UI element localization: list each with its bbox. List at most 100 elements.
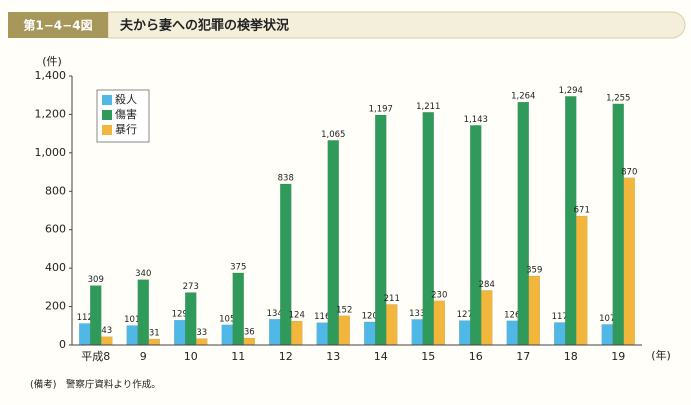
legend-label: 暴行 <box>115 123 137 136</box>
bar <box>386 304 398 346</box>
bar <box>554 322 566 346</box>
y-tick-label: 1,000 <box>35 146 67 159</box>
figure-label-box <box>8 12 108 38</box>
bar <box>185 292 197 346</box>
bar <box>576 215 588 346</box>
bar <box>137 279 149 346</box>
value-label: 36 <box>244 328 255 338</box>
bar <box>221 324 233 346</box>
x-unit: (年) <box>651 348 671 362</box>
legend-swatch <box>102 95 112 105</box>
value-label: 101 <box>124 315 140 325</box>
value-label: 340 <box>135 269 151 279</box>
y-tick-label: 1,400 <box>35 69 67 82</box>
y-tick-label: 400 <box>45 261 66 274</box>
x-tick-label: 11 <box>231 350 245 363</box>
y-tick-label: 600 <box>45 223 66 236</box>
bar <box>79 323 91 346</box>
bar <box>459 320 471 346</box>
bar <box>174 319 186 346</box>
chart-title: 夫から妻への犯罪の検挙状況 <box>120 18 289 34</box>
value-label: 870 <box>621 167 637 177</box>
value-label: 1,065 <box>321 130 345 140</box>
bar <box>364 321 376 346</box>
value-label: 120 <box>362 311 378 321</box>
bar <box>422 112 434 346</box>
value-label: 112 <box>77 313 93 323</box>
bar <box>481 290 493 346</box>
x-tick-label: 14 <box>374 350 388 363</box>
x-tick-label: 9 <box>140 350 147 363</box>
value-label: 31 <box>149 329 160 339</box>
value-label: 124 <box>289 311 305 321</box>
value-label: 671 <box>574 206 590 216</box>
bar <box>196 338 208 346</box>
bar <box>291 320 303 346</box>
value-label: 127 <box>457 310 473 320</box>
value-label: 1,143 <box>464 115 488 125</box>
bar <box>517 101 529 346</box>
bar <box>338 315 350 346</box>
bar <box>148 338 160 346</box>
value-label: 117 <box>552 312 568 322</box>
x-tick-label: 19 <box>611 350 625 363</box>
value-label: 116 <box>314 312 330 322</box>
bar <box>126 325 138 346</box>
value-label: 152 <box>336 305 352 315</box>
x-tick-label: 17 <box>516 350 530 363</box>
value-label: 1,255 <box>606 93 630 103</box>
value-label: 107 <box>599 314 615 324</box>
bar <box>565 96 577 346</box>
value-label: 126 <box>504 310 520 320</box>
y-tick-label: 0 <box>59 338 66 351</box>
bar <box>506 320 518 346</box>
bar <box>90 285 102 346</box>
bar <box>470 125 482 346</box>
legend-swatch <box>102 125 112 135</box>
legend-swatch <box>102 110 112 120</box>
value-label: 230 <box>431 290 447 300</box>
value-label: 309 <box>88 275 104 285</box>
value-label: 1,264 <box>511 92 535 102</box>
title-bar <box>107 11 686 39</box>
legend-label: 殺人 <box>115 92 137 106</box>
value-label: 134 <box>267 309 283 319</box>
y-tick-label: 200 <box>45 300 66 313</box>
y-tick-label: 1,200 <box>35 107 67 120</box>
value-label: 1,211 <box>416 102 440 112</box>
value-label: 211 <box>384 294 400 304</box>
bar <box>433 300 445 346</box>
y-unit: (件) <box>42 55 62 68</box>
bar <box>528 275 540 346</box>
x-tick-label: 15 <box>421 350 435 363</box>
value-label: 375 <box>230 262 246 272</box>
x-tick-label: 12 <box>279 350 293 363</box>
value-label: 1,294 <box>559 86 583 96</box>
value-label: 273 <box>183 282 199 292</box>
value-label: 105 <box>219 314 235 324</box>
bar <box>101 336 113 346</box>
note: (備考) 警察庁資料より作成。 <box>30 379 161 391</box>
bar <box>243 337 255 346</box>
value-label: 838 <box>278 173 294 183</box>
value-label: 129 <box>172 310 188 320</box>
bar <box>411 319 423 346</box>
x-tick-label: 平成8 <box>81 350 110 363</box>
figure-label: 第1−4−4図 <box>23 18 92 33</box>
value-label: 133 <box>409 309 425 319</box>
value-label: 284 <box>479 280 495 290</box>
x-tick-label: 13 <box>326 350 340 363</box>
value-label: 359 <box>526 266 542 276</box>
value-label: 33 <box>196 328 207 338</box>
legend-label: 傷害 <box>115 107 137 121</box>
bar <box>316 322 328 346</box>
bar <box>269 319 281 346</box>
y-tick-label: 800 <box>45 184 66 197</box>
x-tick-label: 10 <box>184 350 198 363</box>
bar <box>601 324 613 346</box>
bar <box>280 183 292 346</box>
bar <box>375 114 387 346</box>
x-tick-label: 18 <box>564 350 578 363</box>
value-label: 43 <box>101 326 112 336</box>
value-label: 1,197 <box>369 105 393 115</box>
